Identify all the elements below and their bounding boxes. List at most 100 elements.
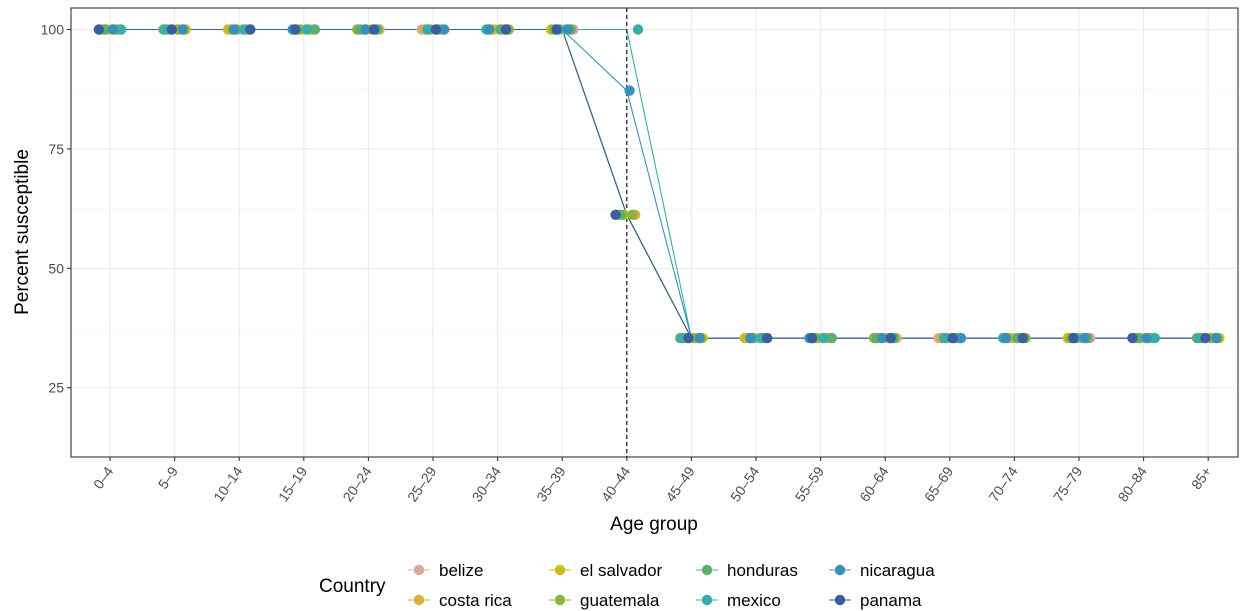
plot-border: [70, 7, 1239, 458]
legend-key-nicaragua: [829, 564, 851, 576]
x-tick-label: 20–24: [339, 463, 375, 504]
x-tick-label: 75–79: [1050, 463, 1086, 504]
x-tick-label: 45–49: [662, 463, 698, 504]
y-axis-title: Percent susceptible: [12, 149, 33, 315]
point-panama: [1017, 332, 1028, 344]
point-mexico: [1149, 332, 1161, 344]
point-nicaragua: [107, 24, 119, 35]
point-nicaragua: [439, 24, 450, 35]
plot-panel: [71, 8, 1238, 457]
point-mexico: [818, 332, 829, 344]
legend-key-mexico: [696, 594, 718, 606]
legend-key-point: [701, 594, 713, 606]
legend-label: mexico: [727, 591, 781, 610]
legend-title: Country: [319, 576, 386, 597]
point-nicaragua: [1079, 332, 1090, 344]
x-tick-label: 60–64: [856, 463, 892, 504]
legend-key-guatemala: [549, 594, 571, 606]
legend-key-point: [834, 594, 846, 606]
point-nicaragua: [360, 24, 371, 35]
legend: Country belize costa rica el salvador guate…: [319, 561, 935, 610]
legend-key-honduras: [696, 564, 718, 576]
legend-key-point: [413, 594, 425, 606]
point-nicaragua: [955, 332, 967, 344]
point-nicaragua: [877, 332, 888, 344]
point-panama: [166, 24, 177, 35]
legend-key-point: [834, 564, 846, 576]
y-axis: 25 50 75 100: [41, 21, 71, 396]
legend-label: nicaragua: [860, 561, 935, 580]
legend-label: belize: [439, 561, 483, 580]
point-nicaragua: [1000, 332, 1012, 344]
y-tick-label: 50: [48, 260, 64, 276]
grid: [71, 8, 1238, 457]
y-tick-label: 75: [48, 141, 64, 157]
x-tick-label: 70–74: [985, 463, 1021, 504]
legend-label: panama: [860, 591, 922, 610]
x-tick-label: 40–44: [598, 463, 634, 504]
x-tick-label: 85+: [1188, 464, 1215, 493]
x-tick-label: 30–34: [469, 463, 505, 504]
point-mexico: [116, 24, 127, 35]
legend-key-point: [701, 564, 713, 576]
x-tick-label: 0–4: [90, 463, 117, 491]
point-nicaragua: [177, 24, 189, 35]
point-panama: [430, 24, 441, 35]
x-tick-label: 50–54: [727, 463, 763, 504]
legend-key-costa-rica: [408, 594, 430, 606]
x-tick-label: 5–9: [155, 463, 182, 491]
point-honduras: [309, 24, 321, 35]
point-panama: [947, 332, 958, 344]
point-nicaragua: [228, 24, 239, 35]
point-mexico: [422, 24, 433, 35]
legend-key-point: [554, 564, 566, 576]
x-axis: 0–4 5–9 10–14 15–19 20–24 25–29 30–34 35–39 40–4…: [90, 457, 1215, 505]
point-panama: [245, 24, 256, 35]
y-tick-label: 25: [48, 380, 64, 396]
point-mexico: [939, 332, 950, 344]
x-tick-label: 65–69: [921, 463, 957, 504]
point-panama: [683, 332, 694, 344]
point-honduras: [826, 332, 837, 344]
x-tick-label: 25–29: [404, 463, 440, 504]
legend-label: el salvador: [580, 561, 663, 580]
point-nicaragua: [745, 332, 756, 344]
point-nicaragua: [562, 24, 573, 35]
point-panama: [1200, 332, 1211, 344]
legend-key-el-salvador: [549, 564, 571, 576]
point-panama: [93, 24, 105, 35]
point-panama: [368, 24, 380, 35]
x-tick-label: 35–39: [533, 463, 569, 504]
point-nicaragua: [624, 85, 635, 96]
x-axis-title: Age group: [610, 514, 698, 535]
point-panama: [807, 332, 818, 344]
point-mexico: [632, 24, 644, 35]
x-tick-label: 80–84: [1115, 463, 1151, 504]
point-panama: [500, 24, 512, 35]
legend-label: guatemala: [580, 591, 660, 610]
point-nicaragua: [484, 24, 495, 35]
point-panama: [762, 332, 773, 344]
point-mexico: [301, 24, 312, 35]
point-panama: [610, 209, 621, 220]
legend-key-point: [413, 564, 425, 576]
series-points: [93, 24, 1225, 344]
point-panama: [1068, 332, 1079, 344]
point-panama: [885, 332, 896, 344]
point-guatemala: [627, 209, 638, 220]
legend-label: honduras: [727, 561, 798, 580]
point-panama: [551, 24, 562, 35]
point-panama: [1127, 332, 1138, 344]
legend-key-belize: [408, 564, 430, 576]
point-nicaragua: [694, 332, 705, 344]
point-nicaragua: [1211, 332, 1222, 344]
x-tick-label: 15–19: [275, 463, 311, 504]
point-nicaragua: [1141, 332, 1152, 344]
legend-key-point: [554, 594, 566, 606]
legend-key-panama: [829, 594, 851, 606]
x-tick-label: 10–14: [210, 463, 246, 504]
point-panama: [290, 24, 301, 35]
legend-label: costa rica: [439, 591, 512, 610]
y-tick-label: 100: [41, 21, 65, 37]
